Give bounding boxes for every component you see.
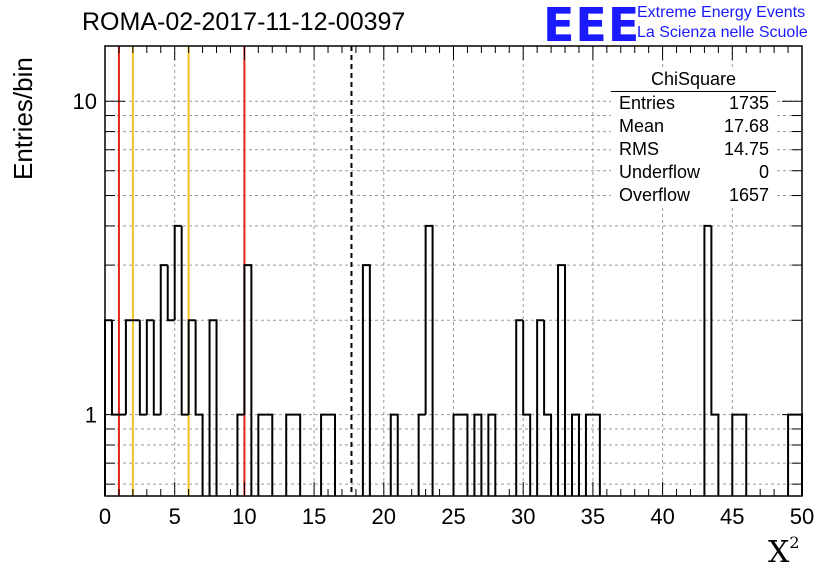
stats-title: ChiSquare bbox=[611, 67, 776, 92]
histogram-bin bbox=[584, 413, 593, 496]
histogram-bin bbox=[138, 320, 147, 416]
histogram-bin bbox=[710, 225, 720, 496]
histogram-bin bbox=[243, 264, 253, 496]
histogram-bin bbox=[473, 413, 483, 496]
x-tick-label: 20 bbox=[372, 504, 396, 529]
histogram-bin bbox=[293, 413, 302, 496]
histogram-bin bbox=[236, 413, 245, 496]
histogram-bin bbox=[208, 319, 218, 496]
histogram-bin bbox=[739, 413, 748, 496]
x-tick-label: 45 bbox=[720, 504, 744, 529]
stats-row: Overflow 1657 bbox=[611, 184, 776, 207]
x-tick-label: 25 bbox=[441, 504, 465, 529]
histogram-bin bbox=[460, 413, 469, 496]
stats-row: Underflow 0 bbox=[611, 161, 776, 184]
stats-label: Overflow bbox=[619, 185, 691, 205]
histogram-bin bbox=[159, 264, 168, 415]
histogram-bin bbox=[265, 413, 274, 496]
x-tick-label: 10 bbox=[232, 504, 256, 529]
eee-logo: EEE bbox=[543, 0, 641, 52]
stats-row: Entries 1735 bbox=[611, 92, 776, 115]
histogram-bin bbox=[424, 224, 434, 496]
histogram-bin bbox=[522, 320, 532, 496]
histogram-bin bbox=[515, 319, 524, 496]
stats-label: Mean bbox=[619, 116, 665, 136]
histogram-bin bbox=[557, 264, 567, 496]
histogram-bin bbox=[536, 319, 545, 496]
histogram-bin bbox=[592, 413, 601, 496]
histogram-bin bbox=[173, 224, 182, 321]
stats-value: 1735 bbox=[728, 93, 769, 113]
stats-value: 17.68 bbox=[723, 116, 769, 136]
histogram-bin bbox=[194, 320, 204, 496]
histogram-bin bbox=[257, 413, 266, 496]
histogram-bin bbox=[328, 413, 337, 496]
histogram-bin bbox=[187, 319, 196, 415]
stats-value: 0 bbox=[758, 162, 769, 182]
histogram-bin bbox=[389, 413, 399, 496]
y-axis-label: Entries/bin bbox=[8, 57, 38, 180]
stats-label: Entries bbox=[619, 93, 676, 113]
stats-value: 14.75 bbox=[723, 139, 769, 159]
stats-row: RMS 14.75 bbox=[611, 138, 776, 161]
histogram-bin bbox=[180, 225, 189, 416]
x-tick-label: 15 bbox=[302, 504, 326, 529]
chart-title: ROMA-02-2017-11-12-00397 bbox=[82, 8, 406, 36]
stats-value: 1657 bbox=[728, 185, 769, 205]
histogram-bin bbox=[731, 413, 740, 496]
histogram-bin bbox=[543, 320, 553, 496]
stats-row: Mean 17.68 bbox=[611, 115, 776, 138]
histogram-bin bbox=[145, 319, 154, 415]
x-axis-label: X2 bbox=[768, 533, 800, 570]
stats-label: RMS bbox=[619, 139, 659, 159]
histogram-bin bbox=[152, 320, 161, 416]
y-tick-label: 10 bbox=[73, 89, 97, 114]
histogram-bin bbox=[104, 319, 112, 496]
x-tick-label: 50 bbox=[790, 504, 814, 529]
histogram-bin bbox=[110, 320, 119, 416]
x-tick-label: 0 bbox=[99, 504, 111, 529]
histogram-bin bbox=[361, 264, 371, 496]
histogram-bin bbox=[124, 319, 133, 415]
histogram-bin bbox=[320, 413, 329, 496]
stats-box: ChiSquare Entries 1735 Mean 17.68 RMS 14.75… bbox=[611, 67, 776, 207]
logo-line-1: Extreme Energy Events bbox=[637, 4, 806, 21]
histogram-bin bbox=[452, 413, 461, 496]
logo-line-2: La Scienza nelle Scuole bbox=[637, 24, 808, 41]
histogram-bin bbox=[417, 413, 426, 496]
x-tick-label: 40 bbox=[650, 504, 674, 529]
histogram-bin bbox=[166, 265, 175, 322]
histogram-bin bbox=[487, 413, 497, 496]
x-tick-label: 35 bbox=[581, 504, 605, 529]
x-tick-label: 30 bbox=[511, 504, 535, 529]
histogram-bin bbox=[285, 413, 294, 496]
x-tick-label: 5 bbox=[169, 504, 181, 529]
axis-ticks: 0 5 10 15 20 25 30 35 40 45 50 1 10 bbox=[73, 46, 814, 529]
stats-label: Underflow bbox=[619, 162, 701, 182]
histogram-bin bbox=[703, 224, 712, 496]
histogram-bin bbox=[570, 413, 580, 496]
y-tick-label: 1 bbox=[85, 403, 97, 428]
